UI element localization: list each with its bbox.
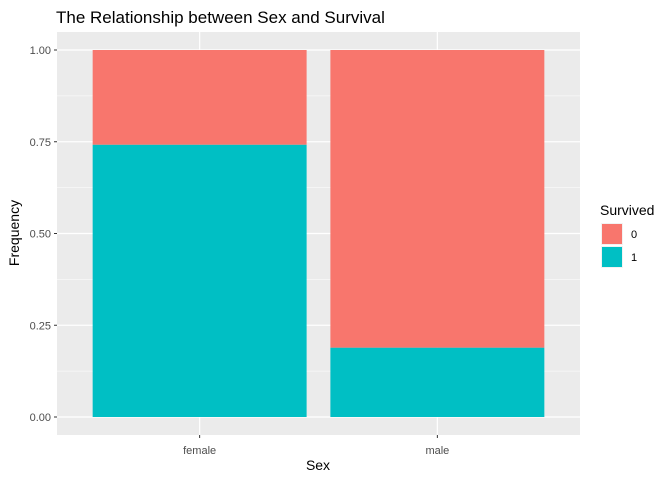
x-axis-ticks: female male [183, 435, 449, 457]
x-axis-title: Sex [306, 457, 330, 473]
bars [92, 50, 545, 417]
legend-key-1 [602, 247, 622, 267]
y-tick-label: 0.50 [30, 229, 51, 241]
legend-title: Survived [600, 202, 654, 218]
legend: Survived 0 1 [600, 202, 654, 268]
y-tick-label: 1.00 [30, 45, 51, 57]
legend-key-0 [602, 224, 622, 244]
y-axis-ticks: 0.00 0.25 0.50 0.75 1.00 [30, 45, 57, 424]
bar-female-survived-0 [92, 50, 307, 145]
x-tick-label: female [183, 445, 216, 457]
y-tick-label: 0.25 [30, 320, 51, 332]
bar-female-survived-1 [92, 144, 307, 417]
bar-male-survived-1 [330, 347, 545, 417]
y-axis-title: Frequency [6, 200, 22, 266]
y-tick-label: 0.75 [30, 137, 51, 149]
bar-male-survived-0 [330, 50, 545, 348]
x-tick-label: male [425, 445, 449, 457]
legend-label-1: 1 [631, 252, 637, 264]
y-tick-label: 0.00 [30, 412, 51, 424]
legend-label-0: 0 [631, 229, 637, 241]
chart-title: The Relationship between Sex and Surviva… [56, 8, 385, 27]
